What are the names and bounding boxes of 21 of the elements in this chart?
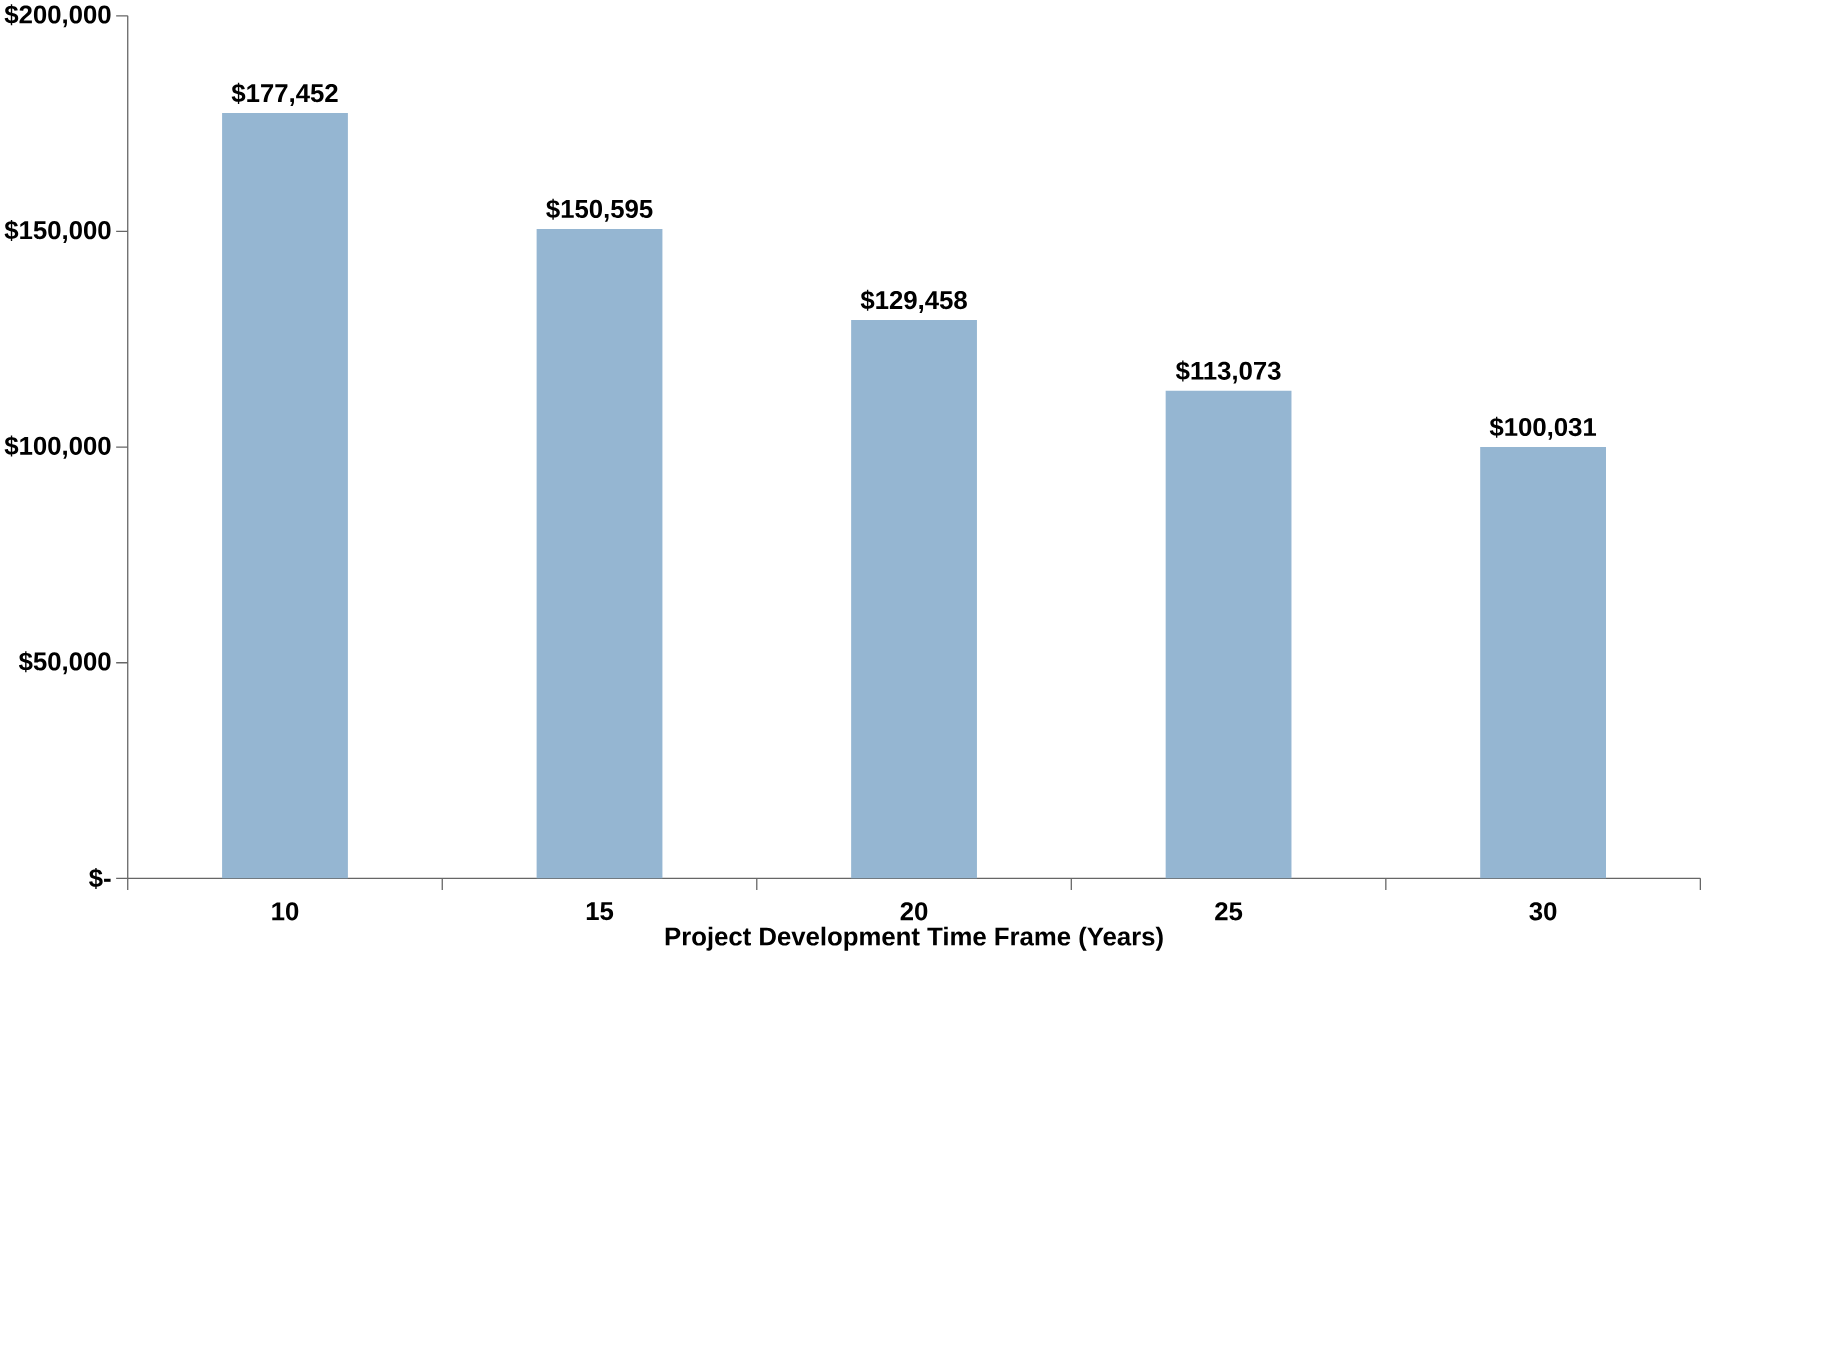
data-label: $100,031 (1489, 416, 1597, 440)
x-tick-label: 15 (586, 902, 614, 921)
x-tick-label: 25 (1215, 902, 1243, 921)
x-axis-title: Project Development Time Frame (Years) (665, 926, 1163, 951)
data-label: $177,452 (231, 82, 338, 107)
y-tick-label: $150,000 (4, 220, 111, 244)
x-tick-label: 20 (900, 902, 928, 921)
data-label: $113,073 (1175, 360, 1281, 384)
data-label: $150,595 (546, 198, 653, 222)
bar (851, 320, 977, 879)
bar (222, 113, 348, 879)
data-label: $129,458 (860, 289, 967, 314)
x-tick-label: 10 (272, 902, 299, 921)
bar (1165, 390, 1292, 879)
x-tick-label: 30 (1529, 902, 1557, 921)
y-tick-label: $- (89, 867, 111, 889)
bar (536, 229, 663, 879)
y-tick-label: $200,000 (4, 4, 111, 28)
y-tick-label: $50,000 (18, 651, 111, 675)
y-tick-label: $100,000 (4, 435, 111, 459)
bar (1480, 447, 1606, 879)
